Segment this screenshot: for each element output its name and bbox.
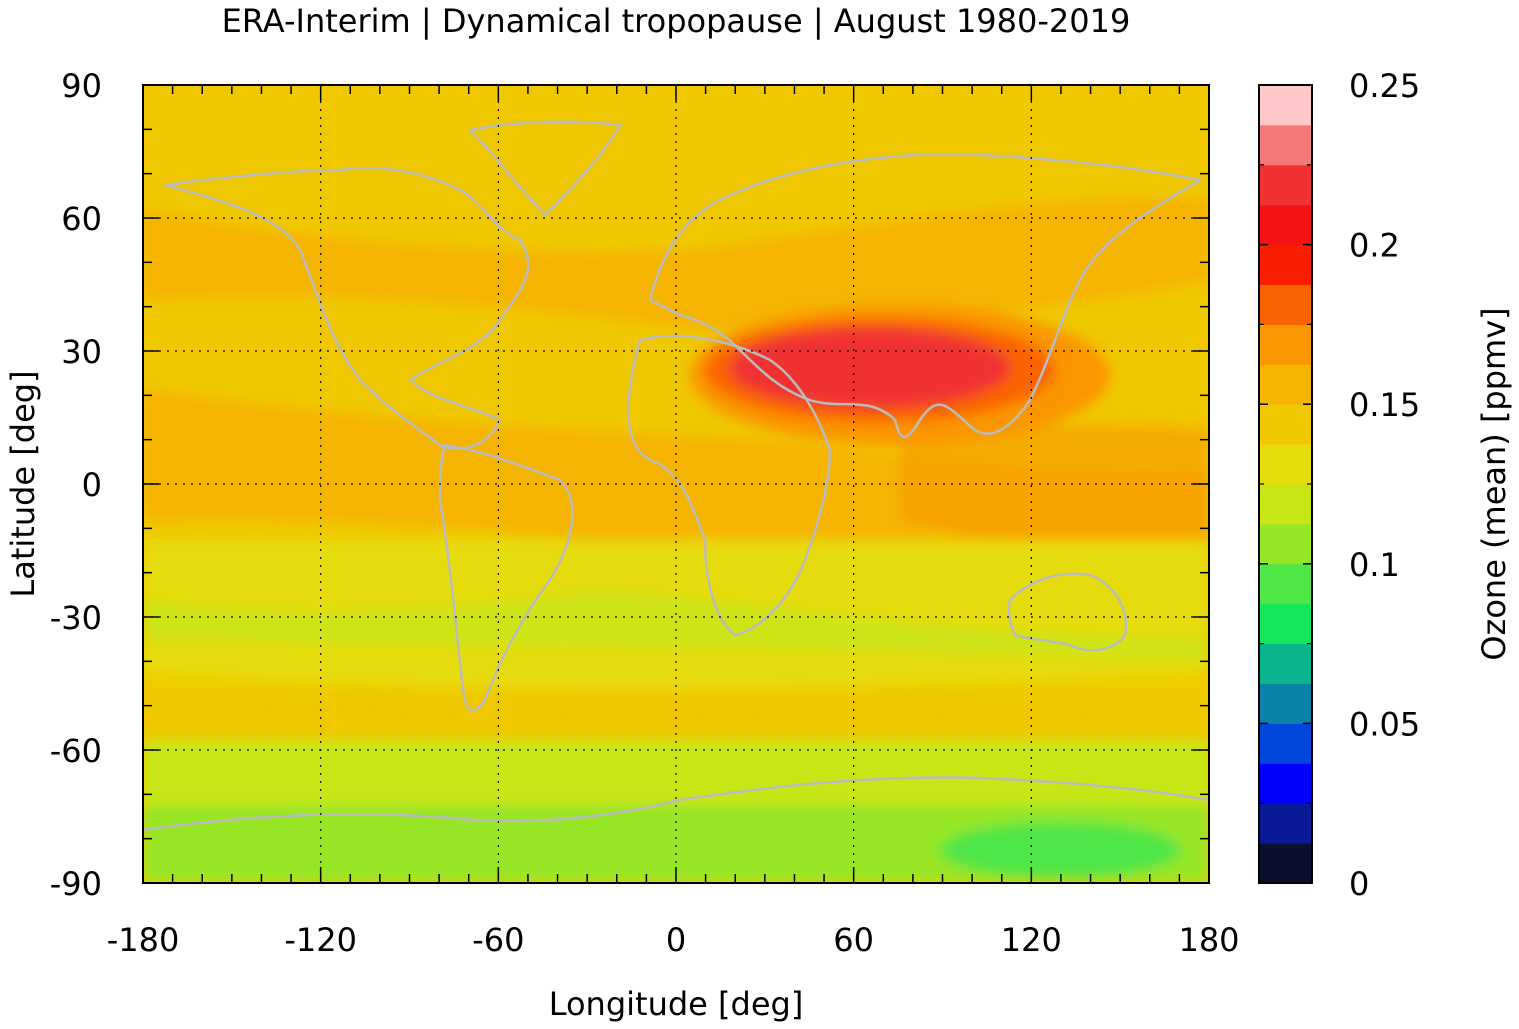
colorbar-tick-label: 0.2 xyxy=(1349,227,1400,265)
field-monsoon-core xyxy=(730,328,1010,408)
colorbar-swatch xyxy=(1259,444,1312,485)
colorbar-swatch xyxy=(1259,843,1312,884)
colorbar-tick-labels: 0 0.05 0.1 0.15 0.2 0.25 xyxy=(1259,67,1420,903)
y-tick-label: 60 xyxy=(61,200,102,238)
coastline-antarctica xyxy=(143,776,1209,832)
colorbar-swatch xyxy=(1259,683,1312,724)
x-tick-label: -180 xyxy=(107,921,180,959)
colorbar-swatch xyxy=(1259,523,1312,565)
x-tick-label: 180 xyxy=(1178,921,1239,959)
colorbar-swatch xyxy=(1259,364,1312,405)
y-tick-label: 90 xyxy=(61,67,102,105)
colorbar-swatch xyxy=(1259,603,1312,645)
plot-area xyxy=(143,85,1209,883)
colorbar-tick-label: 0.15 xyxy=(1349,386,1420,424)
colorbar-swatch xyxy=(1259,563,1312,605)
x-tick-label: -60 xyxy=(472,921,524,959)
y-tick-label: -30 xyxy=(50,599,102,637)
colorbar-swatch xyxy=(1259,164,1312,206)
colorbar-swatch xyxy=(1259,763,1312,804)
field-band-tropics-east xyxy=(900,420,1209,549)
x-tick-label: -120 xyxy=(284,921,357,959)
colorbar-swatch xyxy=(1259,404,1312,445)
x-tick-label: 60 xyxy=(833,921,874,959)
coastline-eurasia xyxy=(648,152,1204,439)
x-tick-label: 0 xyxy=(666,921,686,959)
y-tick-labels: 90 60 30 0 -30 -60 -90 xyxy=(50,67,102,903)
coastline-africa xyxy=(626,334,832,637)
x-axis-label: Longitude [deg] xyxy=(549,985,804,1023)
colorbar-label: Ozone (mean) [ppmv] xyxy=(1475,307,1513,660)
colorbar-swatch xyxy=(1259,803,1312,844)
colorbar-swatch xyxy=(1259,723,1312,764)
field-antarctic-min xyxy=(940,822,1180,878)
colorbar-swatch xyxy=(1259,643,1312,684)
y-tick-label: 0 xyxy=(82,466,102,504)
field-band-north-midlat xyxy=(143,198,1209,330)
colorbar-swatch xyxy=(1259,484,1312,525)
field-band-south-orange xyxy=(143,670,1209,726)
coastline-south-america xyxy=(438,443,574,712)
x-tick-labels: -180 -120 -60 0 60 120 180 xyxy=(107,921,1240,959)
grid-lines xyxy=(143,85,1209,883)
colorbar-swatch xyxy=(1259,284,1312,325)
chart-title: ERA-Interim | Dynamical tropopause | Aug… xyxy=(222,2,1131,40)
y-axis-label: Latitude [deg] xyxy=(4,370,42,597)
y-tick-label: 30 xyxy=(61,333,102,371)
colorbar-tick-label: 0 xyxy=(1349,865,1369,903)
coastline-australia xyxy=(1007,572,1128,652)
colorbar-swatch xyxy=(1259,244,1312,285)
colorbar-swatch xyxy=(1259,204,1312,246)
coastline-greenland xyxy=(467,120,623,217)
colorbar-swatch xyxy=(1259,124,1312,166)
colorbar-swatch xyxy=(1259,85,1312,126)
colorbar-tick-label: 0.25 xyxy=(1349,67,1420,105)
colorbar-swatch xyxy=(1259,324,1312,365)
field-band-south-midlat xyxy=(143,590,1209,660)
coastlines xyxy=(143,120,1209,832)
x-tick-label: 120 xyxy=(1001,921,1062,959)
colorbar-tick-label: 0.05 xyxy=(1349,705,1420,743)
y-tick-label: -60 xyxy=(50,732,102,770)
colorbar-tick-label: 0.1 xyxy=(1349,546,1400,584)
coastline-north-america xyxy=(164,166,530,451)
colorbar xyxy=(1259,85,1312,884)
minor-ticks xyxy=(142,84,1210,884)
y-tick-label: -90 xyxy=(50,865,102,903)
